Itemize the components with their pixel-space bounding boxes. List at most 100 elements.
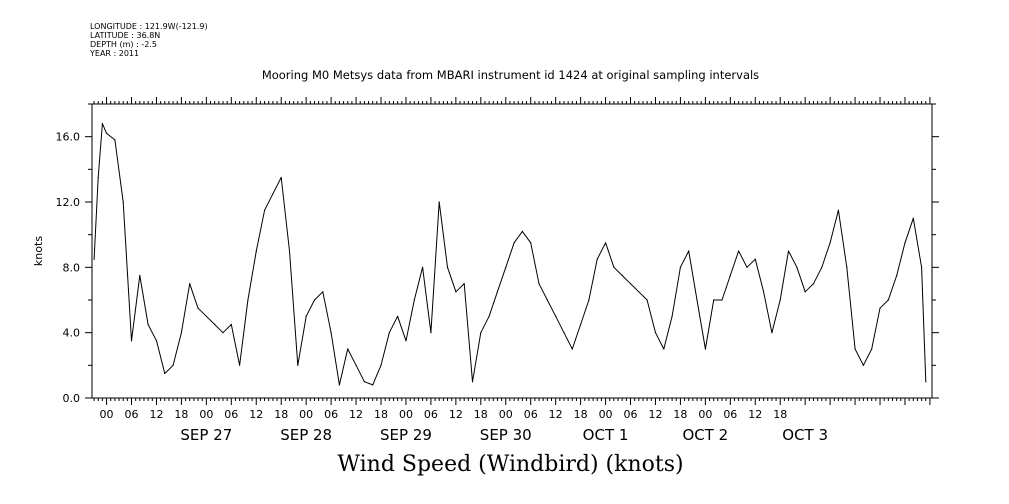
wind-speed-point (671, 315, 673, 317)
wind-speed-series-line (93, 123, 927, 386)
x-day-label: SEP 30 (480, 426, 532, 444)
wind-speed-point (405, 340, 407, 342)
wind-speed-point (255, 250, 257, 252)
wind-speed-point (93, 258, 95, 260)
wind-speed-point (921, 266, 923, 268)
year-label: YEAR : 2011 (90, 49, 140, 58)
wind-speed-point (530, 242, 532, 244)
x-hour-label: 18 (374, 408, 388, 421)
x-hour-label: 18 (574, 408, 588, 421)
wind-speed-point (363, 381, 365, 383)
wind-speed-point (621, 274, 623, 277)
wind-speed-point (247, 299, 249, 301)
wind-speed-point (721, 299, 723, 301)
wind-speed-point (829, 242, 831, 244)
wind-speed-point (925, 381, 927, 383)
wind-speed-point (347, 348, 349, 350)
y-tick-label: 12.0 (56, 196, 81, 209)
y-axis-label: knots (32, 236, 45, 266)
wind-speed-point (480, 332, 482, 334)
wind-speed-point (654, 332, 657, 334)
x-hour-label: 18 (773, 408, 787, 421)
x-axis-title: Wind Speed (Windbird) (knots) (337, 452, 684, 477)
wind-speed-point (771, 332, 773, 334)
wind-speed-point (122, 201, 124, 203)
wind-speed-point (887, 299, 889, 301)
wind-speed-point (372, 384, 374, 386)
wind-speed-point (172, 364, 174, 366)
wind-speed-point (397, 315, 399, 317)
wind-speed-point (355, 364, 357, 366)
wind-speed-point (422, 266, 424, 268)
chart-title: Mooring M0 Metsys data from MBARI instru… (261, 68, 760, 82)
wind-speed-point (912, 217, 914, 219)
wind-speed-point (571, 348, 573, 350)
wind-speed-point (580, 323, 582, 326)
wind-speed-point (896, 274, 898, 277)
wind-speed-point (438, 201, 440, 203)
x-hour-label: 12 (349, 408, 363, 421)
wind-speed-point (821, 266, 823, 268)
wind-speed-point (264, 209, 266, 211)
wind-speed-point (101, 123, 103, 125)
wind-speed-point (879, 307, 881, 309)
x-hour-label: 18 (474, 408, 488, 421)
depth-label: DEPTH (m) : -2.5 (90, 40, 157, 49)
x-hour-label: 06 (125, 408, 139, 421)
wind-speed-point (413, 299, 415, 301)
wind-speed-point (746, 266, 748, 268)
wind-speed-point (812, 283, 815, 285)
wind-speed-point (729, 274, 731, 277)
wind-speed-point (330, 332, 332, 334)
wind-speed-point (505, 266, 507, 268)
wind-speed-point (288, 250, 291, 252)
x-hour-label: 00 (299, 408, 313, 421)
wind-speed-point (704, 348, 707, 350)
x-hour-label: 12 (648, 408, 662, 421)
wind-speed-point (563, 332, 565, 334)
wind-speed-point (796, 266, 798, 268)
wind-speed-point (280, 176, 282, 179)
wind-speed-point (214, 323, 216, 326)
x-hour-label: 00 (199, 408, 213, 421)
wind-speed-point (114, 139, 116, 141)
wind-speed-point (679, 266, 682, 268)
x-hour-label: 12 (249, 408, 263, 421)
wind-speed-point (488, 315, 490, 317)
wind-speed-point (646, 299, 648, 301)
plot-frame (91, 103, 933, 399)
x-day-label: SEP 28 (280, 426, 332, 444)
wind-speed-point (613, 266, 615, 268)
x-hour-label: 12 (748, 408, 762, 421)
x-hour-label: 00 (698, 408, 712, 421)
wind-speed-point (688, 250, 690, 252)
wind-speed-point (521, 230, 524, 232)
wind-speed-point (338, 384, 340, 386)
y-tick-label: 0.0 (63, 392, 81, 405)
y-tick-label: 16.0 (56, 131, 81, 144)
wind-speed-point (322, 291, 324, 293)
wind-speed-point (638, 291, 640, 293)
wind-speed-point (430, 332, 432, 334)
wind-speed-point (97, 176, 99, 179)
x-hour-label: 12 (449, 408, 463, 421)
wind-speed-point (513, 242, 515, 244)
x-hour-label: 00 (499, 408, 513, 421)
wind-speed-point (106, 132, 108, 134)
wind-speed-point (871, 348, 873, 350)
wind-speed-point (555, 315, 557, 317)
latitude-label: LATITUDE : 36.8N (90, 31, 161, 40)
y-tick-label: 4.0 (63, 327, 81, 340)
wind-speed-point (496, 291, 498, 293)
wind-speed-point (197, 307, 199, 309)
wind-speed-point (388, 332, 390, 334)
longitude-label: LONGITUDE : 121.9W(-121.9) (90, 22, 208, 31)
wind-speed-point (804, 291, 806, 293)
x-day-label: OCT 1 (583, 426, 629, 444)
wind-speed-point (763, 291, 765, 293)
x-hour-label: 06 (524, 408, 538, 421)
wind-speed-point (696, 299, 698, 301)
wind-speed-point (846, 266, 848, 268)
x-hour-label: 06 (424, 408, 438, 421)
